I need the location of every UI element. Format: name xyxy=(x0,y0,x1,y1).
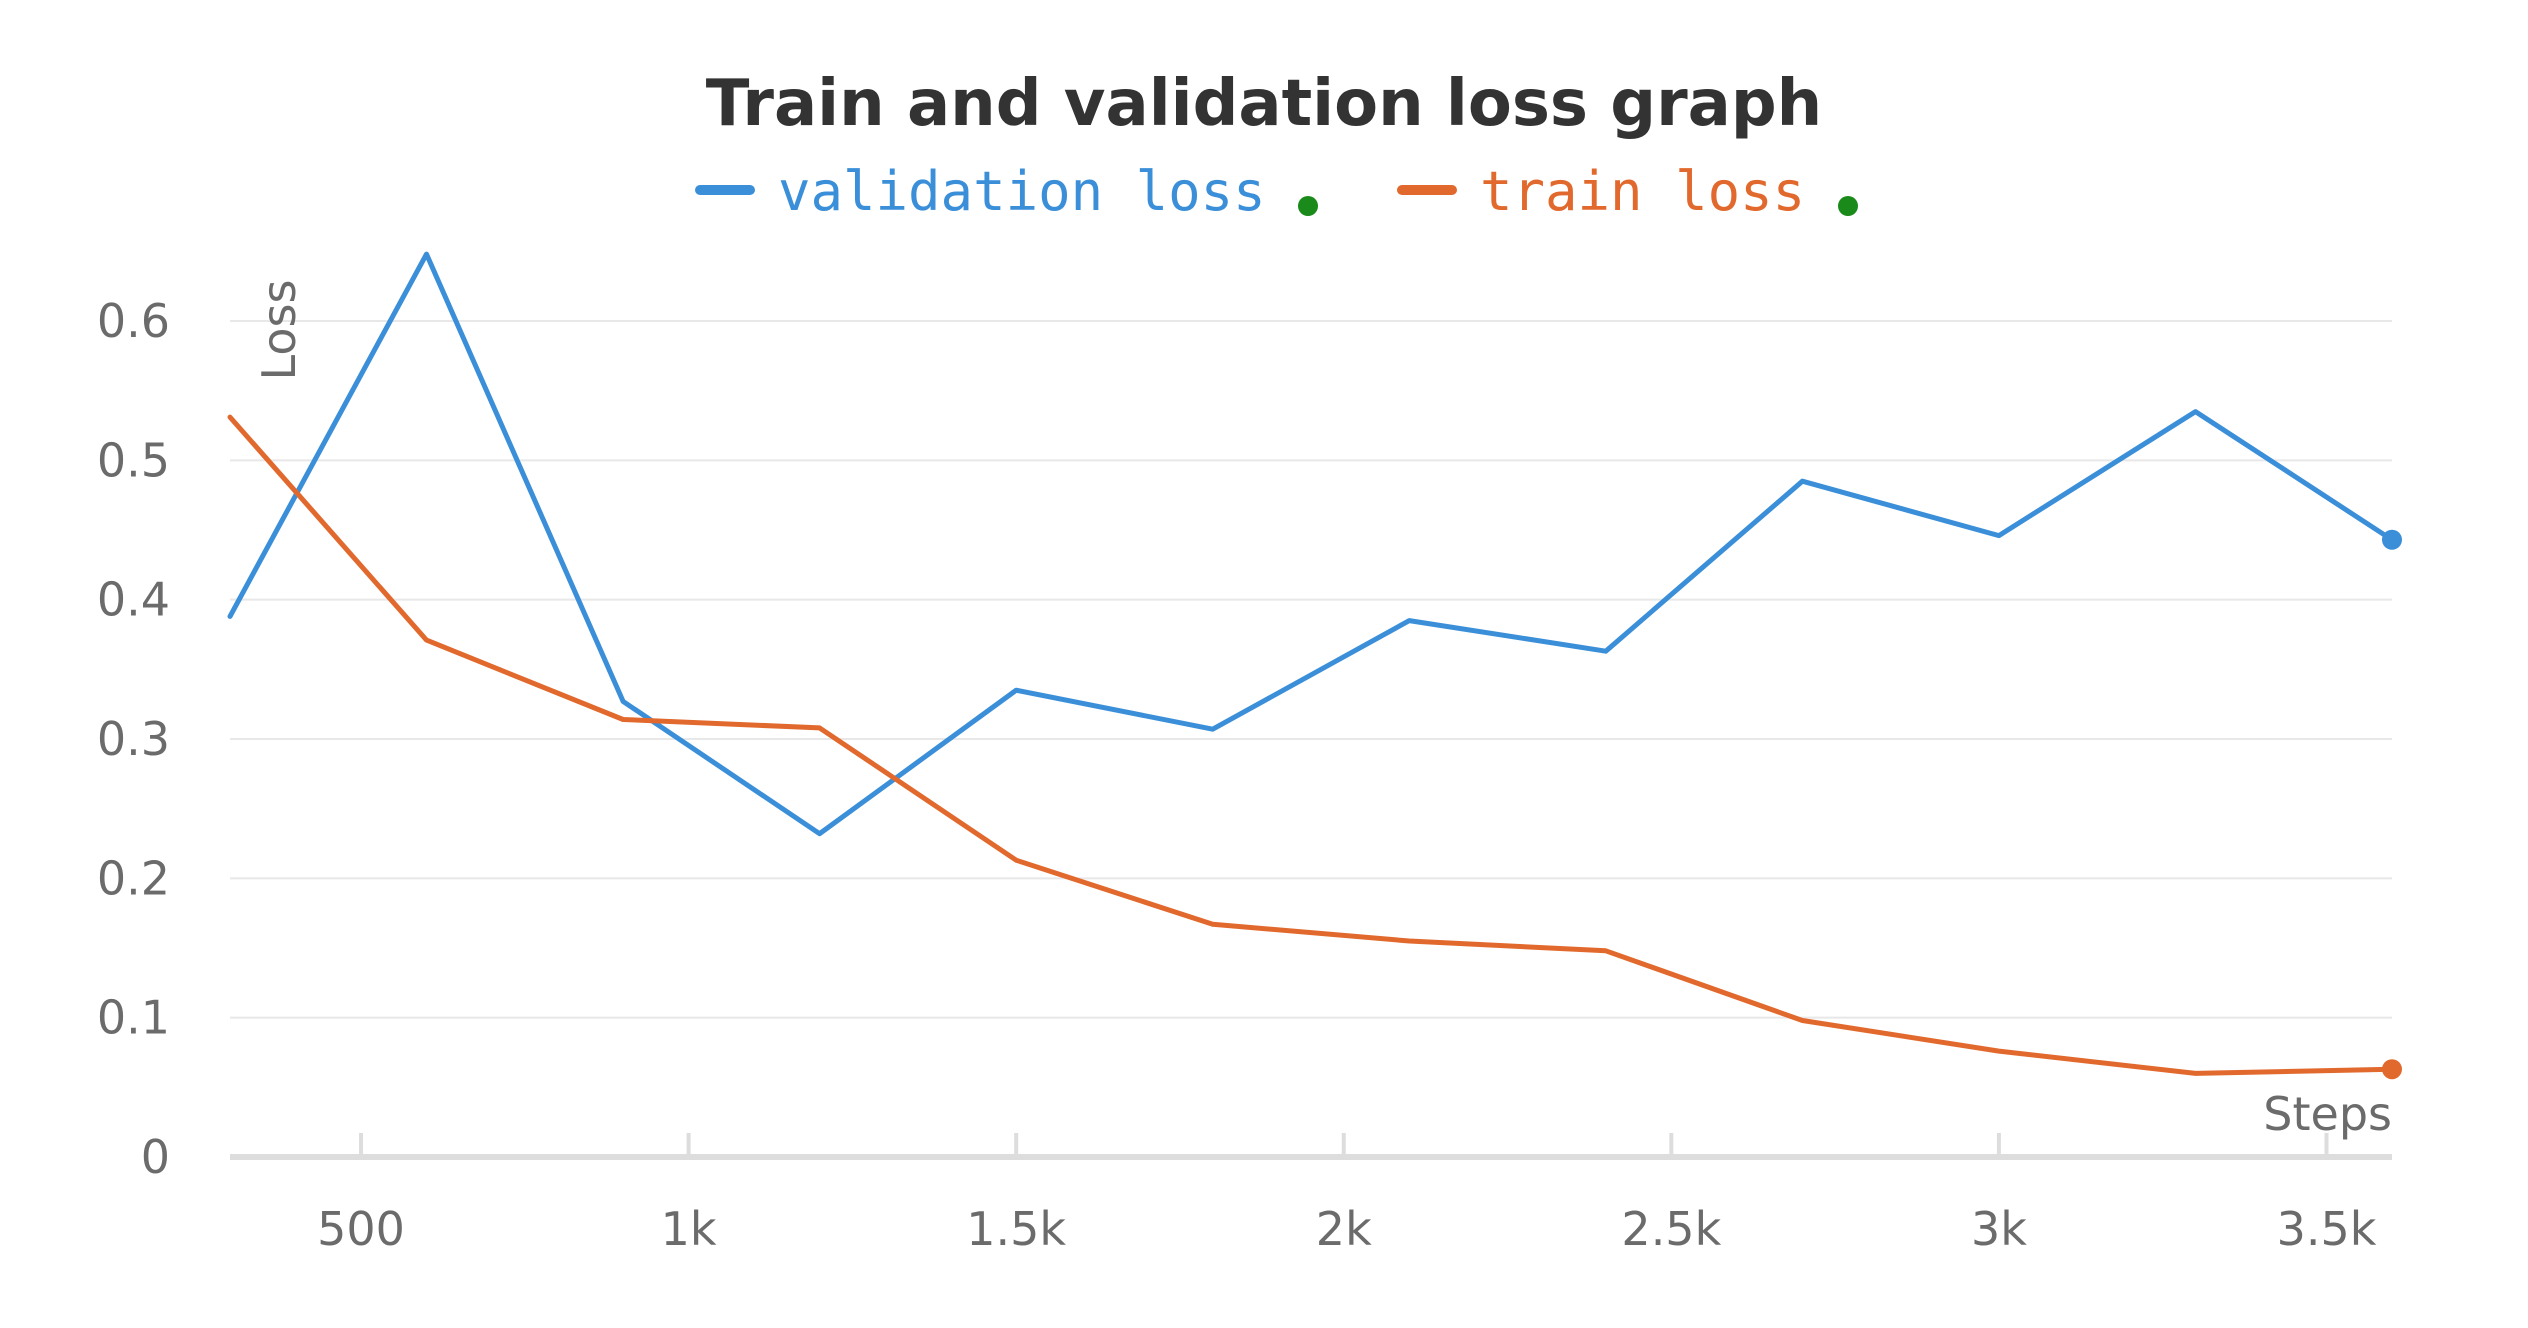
x-tick-label: 1.5k xyxy=(966,1202,1066,1256)
y-tick-label: 0.4 xyxy=(97,573,170,627)
y-axis-label: Loss xyxy=(252,280,306,381)
grid-lines xyxy=(230,320,2392,1019)
y-tick-label: 0.1 xyxy=(97,991,170,1045)
legend-label: train loss xyxy=(1480,160,1805,223)
y-tick-label: 0.3 xyxy=(97,712,170,766)
series-layer xyxy=(227,251,2402,1080)
x-tick-label: 500 xyxy=(317,1202,405,1256)
series-line-validation-loss xyxy=(227,251,2395,837)
x-tick-label: 2k xyxy=(1316,1202,1372,1256)
y-tick-label: 0.2 xyxy=(97,851,170,905)
legend-label: validation loss xyxy=(778,160,1266,223)
x-axis-label: Steps xyxy=(2263,1087,2392,1141)
x-tick-label: 2.5k xyxy=(1621,1202,1721,1256)
y-tick-label: 0 xyxy=(141,1130,170,1184)
x-tick-label: 3.5k xyxy=(2277,1202,2377,1256)
y-axis-ticks: 0 0.1 0.2 0.3 0.4 0.5 0.6 xyxy=(97,294,170,1184)
chart-title: Train and validation loss graph xyxy=(706,67,1822,141)
y-tick-label: 0.5 xyxy=(97,433,170,487)
legend-status-dot xyxy=(1298,196,1318,216)
series-line-train-loss xyxy=(227,414,2395,1076)
legend: validation loss train loss xyxy=(695,160,1858,223)
series-endpoint xyxy=(2382,529,2402,550)
series-endpoint xyxy=(2382,1059,2402,1080)
legend-status-dot xyxy=(1838,196,1858,216)
x-axis-ticks: 500 1k 1.5k 2k 2.5k 3k 3.5k xyxy=(317,1133,2377,1256)
y-tick-label: 0.6 xyxy=(97,294,170,348)
x-tick-label: 1k xyxy=(661,1202,717,1256)
x-tick-label: 3k xyxy=(1971,1202,2027,1256)
